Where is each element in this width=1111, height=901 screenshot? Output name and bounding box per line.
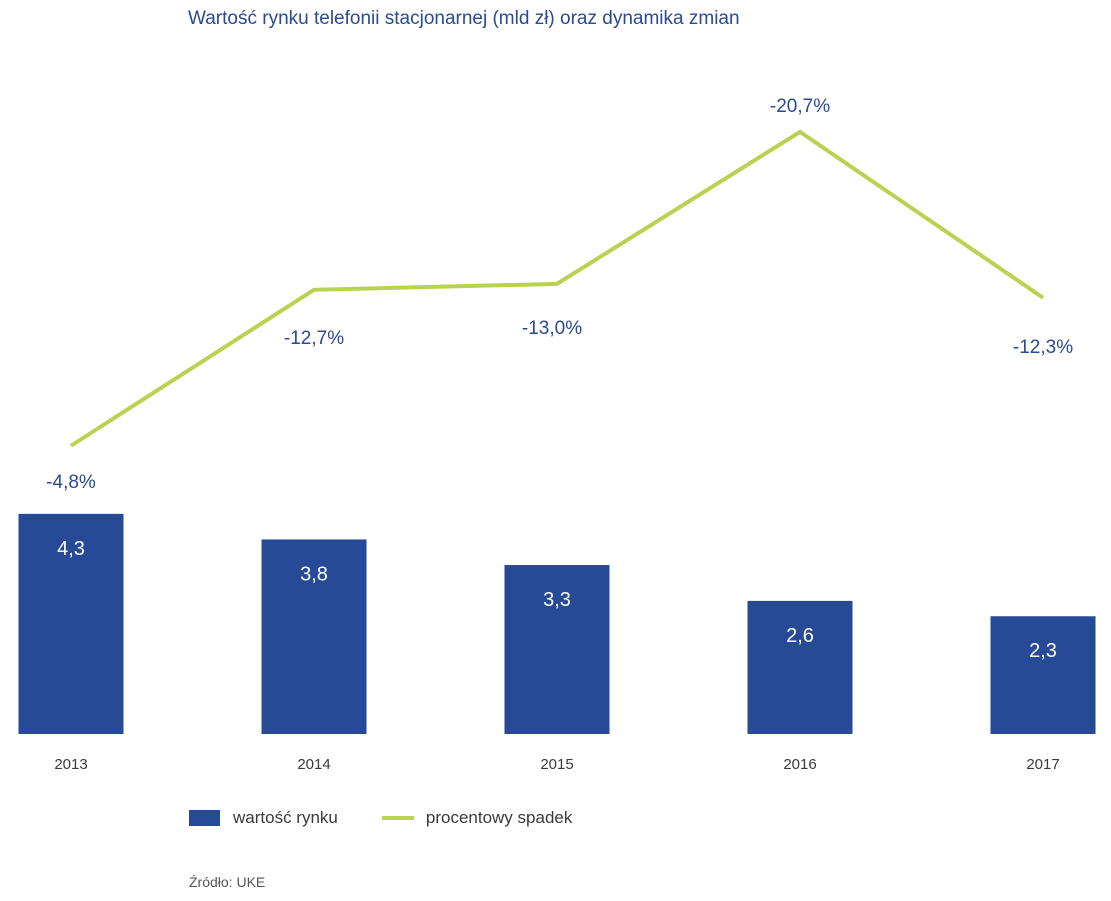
- line-series: [69, 129, 1045, 448]
- bar-2016: [747, 600, 853, 734]
- labels-layer: 4,3 3,8 3,3 2,6 2,3 -4,8% -12,7% -13,0% -20,7% -1…: [46, 96, 1073, 662]
- legend-line-swatch: [381, 816, 414, 820]
- bar-2015: [504, 565, 610, 734]
- line-value-label: -12,3%: [1013, 337, 1073, 358]
- chart-title: Wartość rynku telefonii stacjonarnej (ml…: [188, 8, 740, 29]
- bar-value-label: 2,6: [786, 625, 814, 647]
- legend-item-bar: wartość rynku: [189, 808, 338, 828]
- bar-2013: [18, 513, 124, 734]
- bars-layer: [18, 513, 1096, 734]
- line-layer: [69, 129, 1045, 448]
- bar-value-label: 3,8: [300, 563, 328, 585]
- line-value-label: -13,0%: [522, 318, 582, 339]
- legend-bar-label: wartość rynku: [233, 808, 338, 827]
- x-tick-label: 2015: [540, 756, 573, 773]
- line-value-label: -12,7%: [284, 328, 344, 349]
- bar-value-label: 2,3: [1029, 640, 1057, 662]
- line-value-label: -20,7%: [770, 96, 830, 117]
- bar-value-label: 4,3: [57, 538, 85, 560]
- source-note: Źródło: UKE: [189, 874, 266, 890]
- x-tick-label: 2016: [783, 756, 816, 773]
- legend: wartość rynku procentowy spadek: [189, 808, 616, 828]
- legend-item-line: procentowy spadek: [381, 808, 573, 828]
- x-tick-label: 2014: [297, 756, 330, 773]
- bar-2017: [990, 616, 1096, 734]
- x-tick-label: 2013: [54, 756, 87, 773]
- x-tick-label: 2017: [1026, 756, 1059, 773]
- line-value-label: -4,8%: [46, 472, 96, 493]
- legend-line-label: procentowy spadek: [425, 808, 573, 827]
- x-axis-labels: 2013 2014 2015 2016 2017: [54, 756, 1059, 773]
- bar-value-label: 3,3: [543, 589, 571, 611]
- bar-2014: [261, 539, 367, 734]
- legend-bar-swatch: [189, 810, 220, 826]
